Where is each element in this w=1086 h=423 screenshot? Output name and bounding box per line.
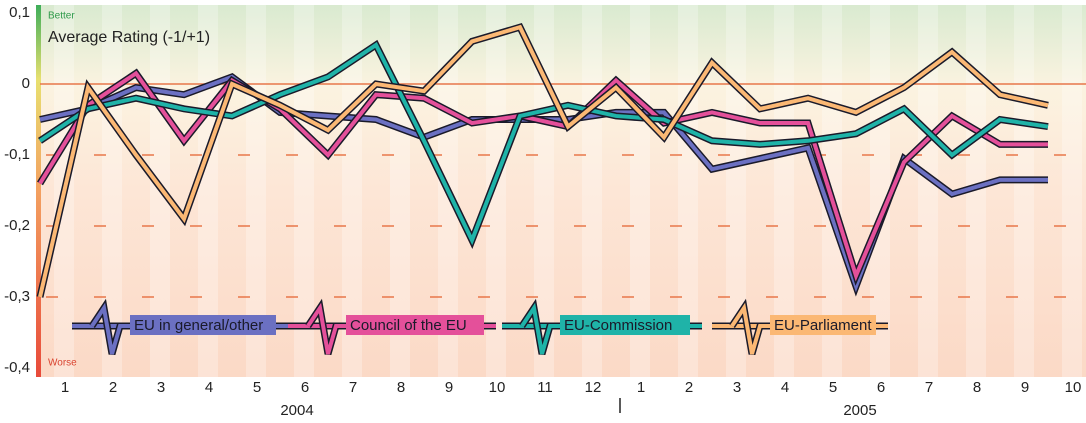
- legend-label: Council of the EU: [350, 317, 467, 334]
- x-tick-label: 8: [973, 379, 981, 396]
- axis-bar: [36, 5, 41, 377]
- year-label: 2005: [843, 402, 876, 419]
- x-tick-label: 9: [1021, 379, 1029, 396]
- legend-label: EU-Parliament: [774, 317, 872, 334]
- x-tick-label: 6: [301, 379, 309, 396]
- x-tick-label: 8: [397, 379, 405, 396]
- year-label: 2004: [280, 402, 313, 419]
- x-tick-label: 9: [445, 379, 453, 396]
- x-tick-label: 7: [349, 379, 357, 396]
- y-tick-label: 0,1: [9, 4, 30, 21]
- y-tick-label: -0,2: [4, 217, 30, 234]
- legend-label: EU-Commission: [564, 317, 672, 334]
- x-tick-label: 10: [1065, 379, 1082, 396]
- page: Better Worse Average Rating (-1/+1) 2004…: [0, 0, 1086, 423]
- x-tick-label: 12: [585, 379, 602, 396]
- x-tick-label: 10: [489, 379, 506, 396]
- x-tick-label: 4: [205, 379, 213, 396]
- x-tick-label: 2: [109, 379, 117, 396]
- y-tick-label: -0,3: [4, 288, 30, 305]
- stripe: [1014, 5, 1034, 377]
- x-tick-label: 5: [253, 379, 261, 396]
- y-tick-label: 0: [22, 75, 30, 92]
- x-tick-label: 7: [925, 379, 933, 396]
- worse-label: Worse: [48, 358, 77, 369]
- better-label: Better: [48, 11, 75, 22]
- x-tick-label: 11: [537, 379, 553, 396]
- x-tick-label: 1: [637, 379, 645, 396]
- y-tick-label: -0,1: [4, 146, 30, 163]
- x-tick-label: 4: [781, 379, 789, 396]
- x-tick-label: 1: [61, 379, 69, 396]
- stripe: [1062, 5, 1082, 377]
- chart: Better Worse Average Rating (-1/+1) 2004…: [0, 0, 1086, 423]
- x-tick-label: 6: [877, 379, 885, 396]
- x-tick-label: 2: [685, 379, 693, 396]
- chart-title: Average Rating (-1/+1): [48, 29, 210, 46]
- x-tick-label: 3: [157, 379, 165, 396]
- y-tick-label: -0,4: [4, 359, 30, 376]
- x-tick-label: 3: [733, 379, 741, 396]
- legend-label: EU in general/other: [134, 317, 263, 334]
- x-tick-label: 5: [829, 379, 837, 396]
